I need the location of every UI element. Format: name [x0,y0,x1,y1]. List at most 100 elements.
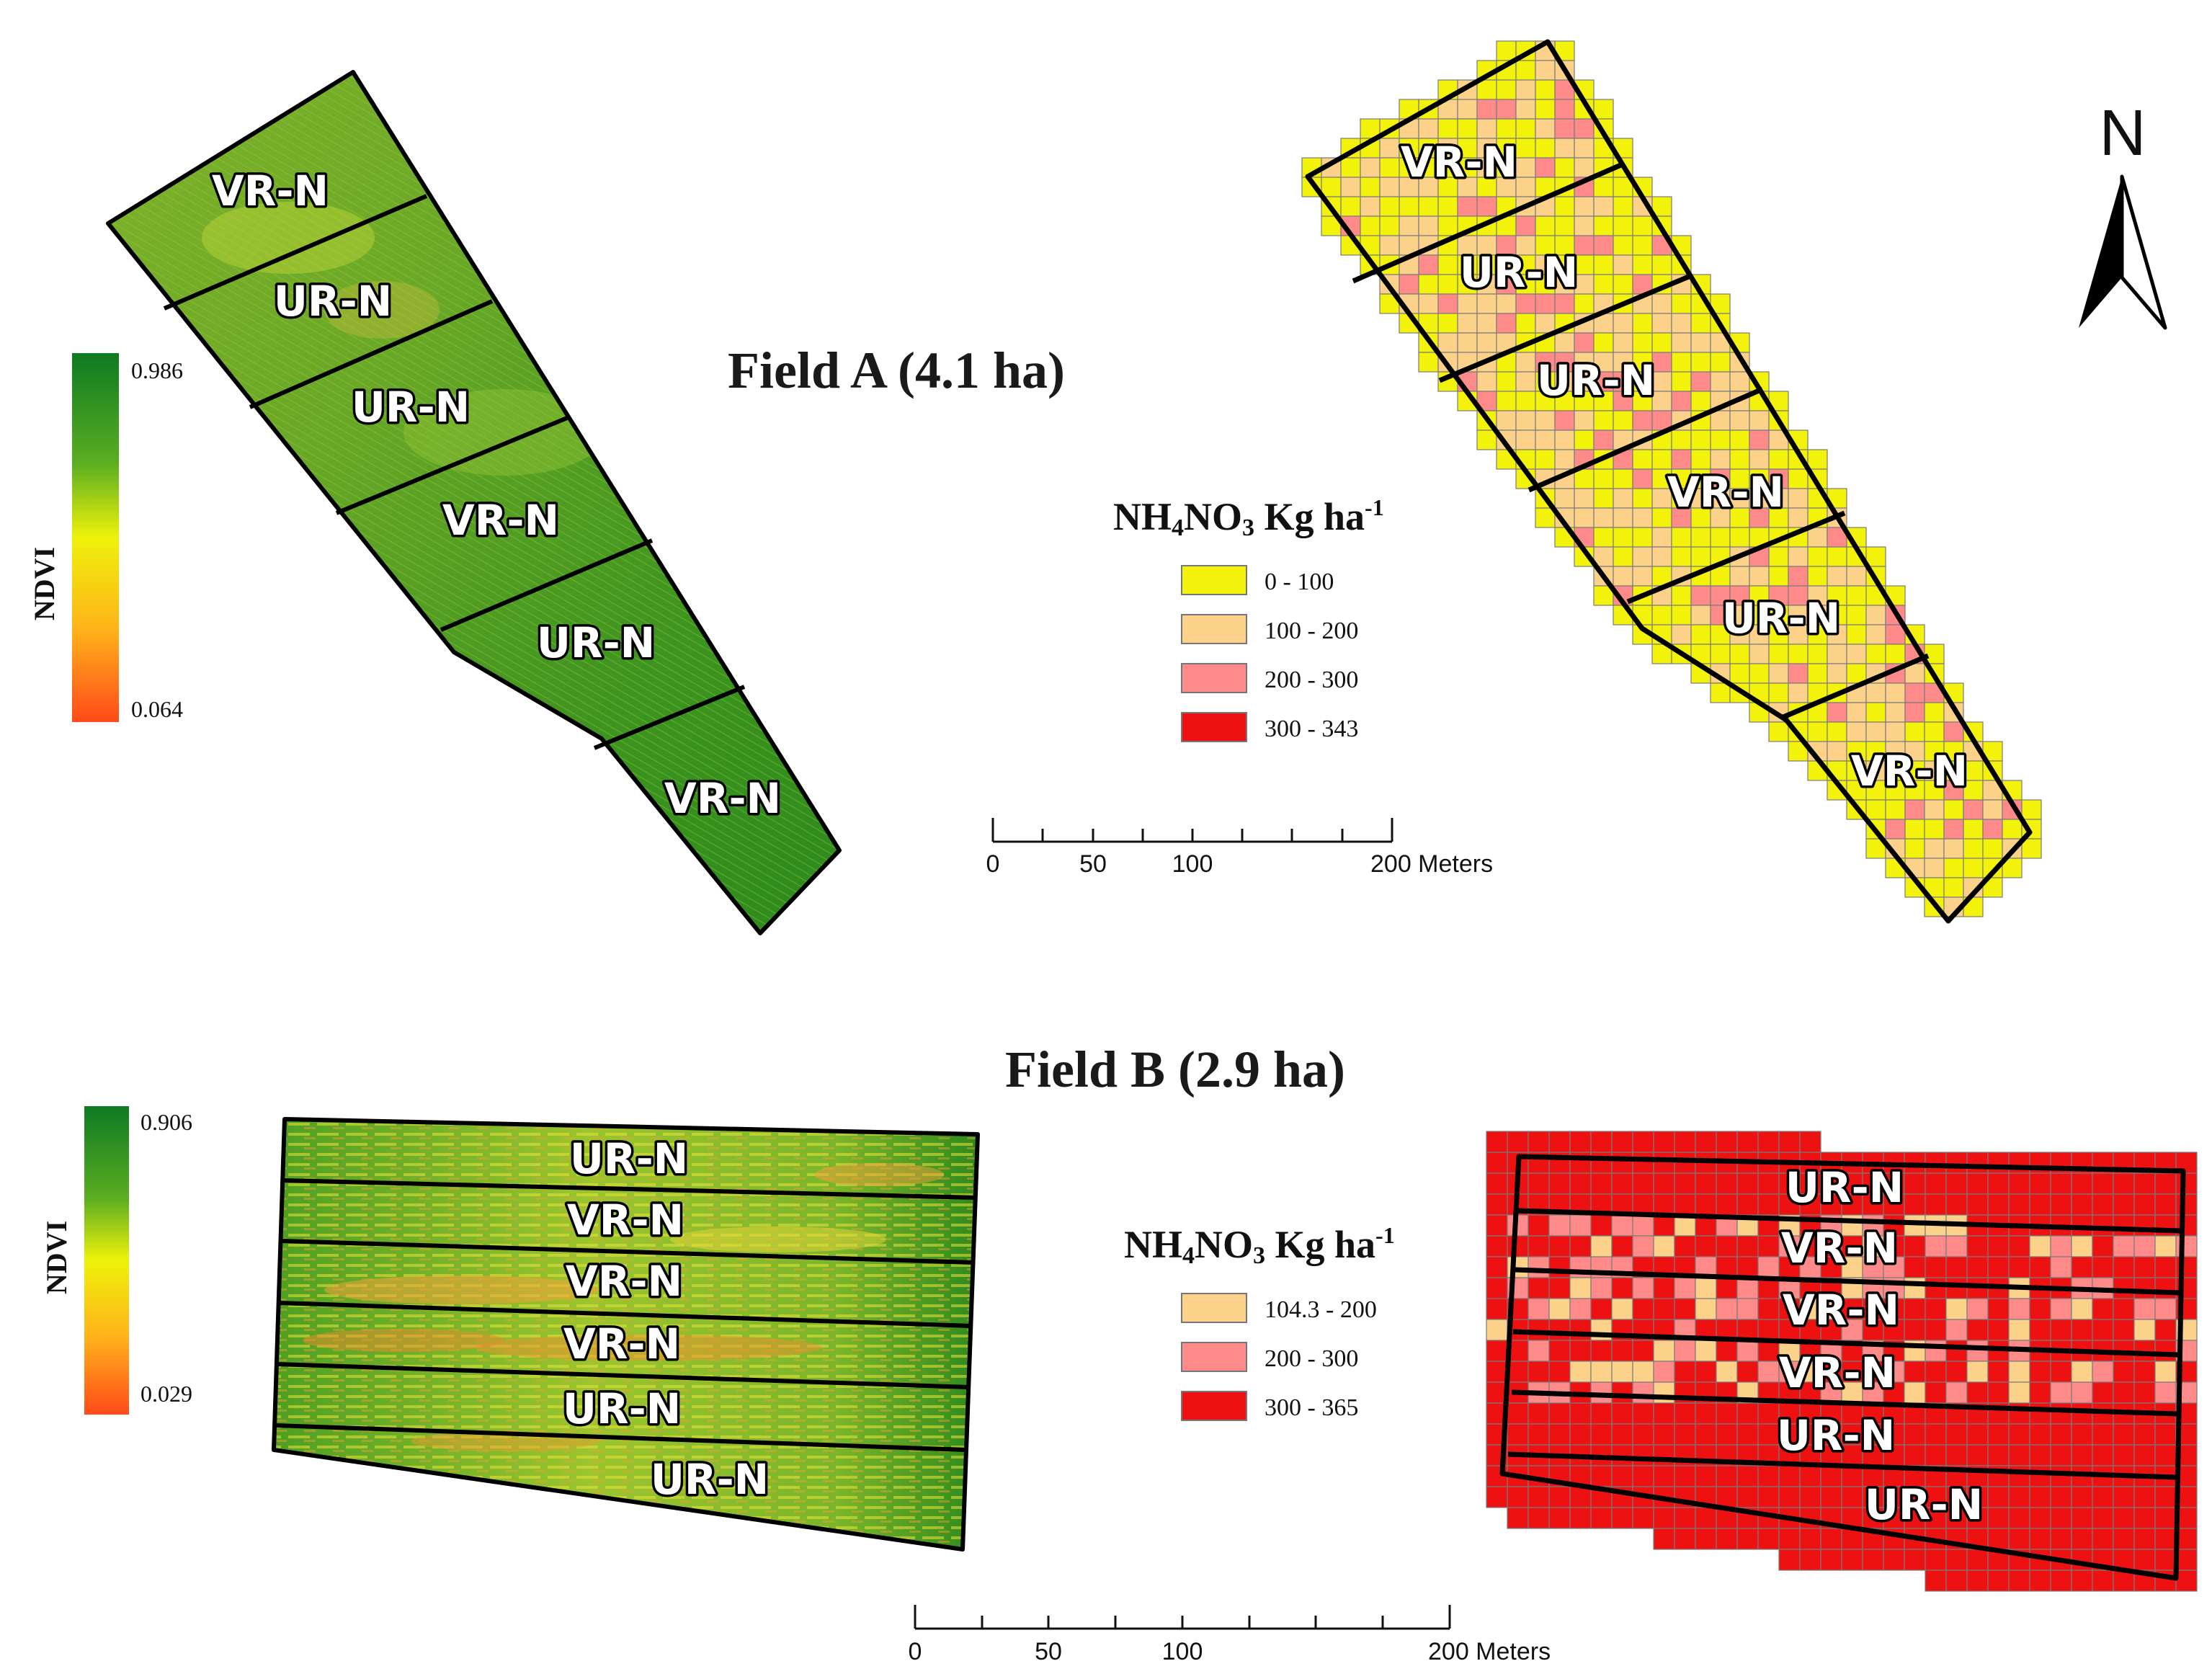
grid-cell [1757,1340,1780,1362]
grid-cell [1778,1486,1801,1508]
plot-label: UR-N [1777,1411,1895,1460]
grid-cell [1457,196,1478,217]
grid-cell [1925,1423,1947,1446]
grid-cell [1548,1235,1571,1257]
grid-cell [2008,1423,2030,1446]
grid-cell [1865,682,1886,703]
grid-cell [1486,1486,1508,1508]
grid-cell [1695,1423,1717,1446]
grid-cell [1632,1361,1654,1383]
grid-cell [1736,1193,1759,1216]
grid-cell [1945,1277,1968,1299]
grid-cell [1457,118,1478,139]
grid-cell [1554,157,1575,178]
grid-cell [1788,488,1809,509]
grid-cell [1590,1172,1613,1195]
grid-cell [1437,274,1458,295]
grid-cell [1883,1193,1905,1216]
grid-cell [1820,1444,1842,1466]
grid-cell [1653,1298,1675,1320]
grid-cell [1653,1507,1675,1529]
grid-cell [1768,624,1789,645]
plot-label: UR-N [1722,594,1840,643]
legend-title-sub: 4 [1172,515,1184,541]
grid-cell [1651,527,1672,548]
grid-cell [1690,546,1711,567]
grid-cell [1671,429,1692,450]
grid-cell [2154,1507,2177,1529]
grid-cell [1507,1486,1529,1508]
grid-cell [2133,1193,2156,1216]
grid-cell [1862,1214,1884,1237]
grid-cell [1437,254,1458,275]
grid-cell [2071,1256,2093,1278]
grid-cell [1987,1256,2010,1278]
grid-cell [1671,293,1692,314]
ndvi-color-ramp [72,353,119,722]
grid-cell [1611,1152,1633,1174]
grid-cell [2133,1486,2156,1508]
grid-cell [2113,1319,2135,1341]
grid-cell [1925,1570,1947,1592]
grid-cell [1757,1528,1780,1550]
grid-cell [1827,663,1847,684]
grid-cell [1768,682,1789,703]
grid-cell [1768,546,1789,567]
grid-cell [1716,1235,1738,1257]
grid-cell [1496,40,1517,61]
grid-cell [2071,1361,2093,1383]
grid-cell [1695,1361,1717,1383]
grid-cell [1982,819,2003,840]
north-arrow-right-icon [2120,174,2167,330]
grid-cell [2154,1340,2177,1362]
grid-cell [2029,1319,2051,1341]
grid-cell [2154,1298,2177,1320]
grid-cell [1653,1528,1675,1550]
grid-cell [1632,1507,1654,1529]
grid-cell [2113,1444,2135,1466]
grid-cell [1729,507,1750,528]
grid-cell [2113,1172,2135,1195]
grid-cell [2008,1570,2030,1592]
grid-cell [2113,1193,2135,1216]
grid-cell [1788,546,1809,567]
grid-cell [1671,468,1692,489]
grid-cell [1569,1423,1592,1446]
grid-cell [2071,1193,2093,1216]
grid-cell [1548,1256,1571,1278]
grid-cell [1593,507,1614,528]
grid-cell [1486,1193,1508,1216]
grid-cell [2071,1381,2093,1404]
grid-cell [1671,624,1692,645]
plot-label: VR-N [1401,138,1517,187]
grid-cell [1548,1131,1571,1153]
grid-cell [1943,721,1964,742]
grid-cell [1736,1486,1759,1508]
grid-cell [1554,429,1575,450]
grid-cell [1865,624,1886,645]
grid-cell [1611,1340,1633,1362]
grid-cell [1528,1486,1550,1508]
grid-cell [1807,546,1828,567]
grid-cell [1904,663,1925,684]
grid-cell [1729,449,1750,470]
grid-cell [1885,819,1906,840]
grid-cell [1885,702,1906,723]
grid-cell [1716,1340,1738,1362]
grid-cell [1695,1193,1717,1216]
legend-title-sub: 4 [1182,1242,1195,1269]
grid-cell [1768,721,1789,742]
grid-cell [1966,1193,1989,1216]
grid-cell [1632,1277,1654,1299]
grid-cell [1590,1507,1613,1529]
grid-cell [1496,410,1517,431]
plot-label: UR-N [651,1455,769,1504]
grid-cell [1496,293,1517,314]
legend-swatch [1181,614,1247,644]
grid-cell [1904,1172,1926,1195]
grid-cell [1883,1423,1905,1446]
plot-label: VR-N [1851,747,1968,796]
grid-cell [2029,1465,2051,1487]
grid-cell [1340,235,1361,256]
grid-cell [1883,1298,1905,1320]
